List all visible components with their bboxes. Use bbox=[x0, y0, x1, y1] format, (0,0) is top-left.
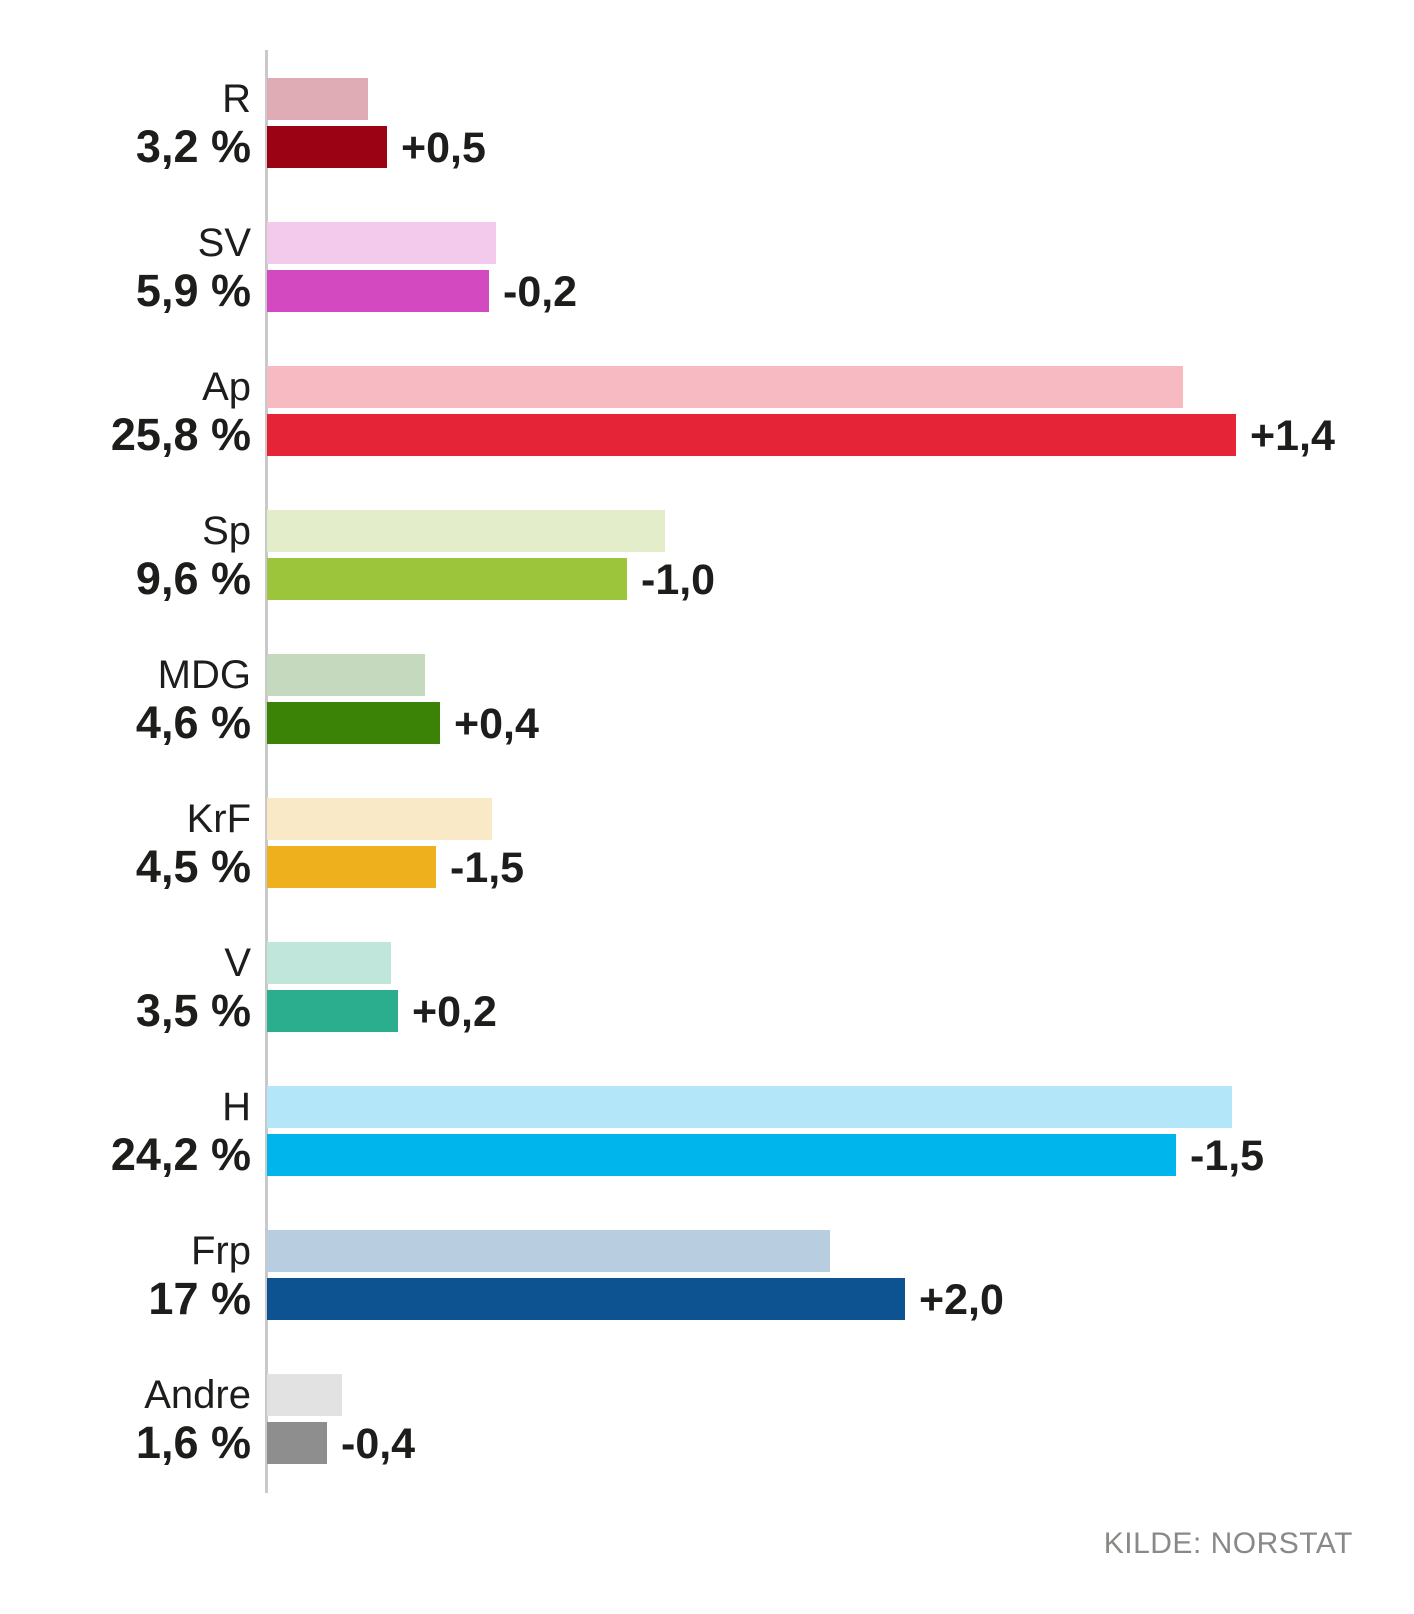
change-label: -0,4 bbox=[341, 1420, 416, 1468]
axis-baseline bbox=[265, 50, 268, 1493]
party-label: H bbox=[222, 1085, 251, 1129]
change-label: -0,2 bbox=[503, 268, 578, 316]
value-label: 5,9 % bbox=[135, 265, 251, 316]
bar-previous bbox=[267, 366, 1183, 408]
change-label: +2,0 bbox=[919, 1276, 1004, 1324]
change-label: -1,0 bbox=[641, 556, 716, 604]
value-label: 17 % bbox=[148, 1273, 251, 1324]
bar-previous bbox=[267, 222, 496, 264]
bar-current bbox=[267, 1422, 327, 1464]
bar-previous bbox=[267, 798, 492, 840]
party-label: R bbox=[222, 77, 251, 121]
bar-current bbox=[267, 702, 440, 744]
bar-current bbox=[267, 414, 1236, 456]
value-label: 3,2 % bbox=[135, 121, 251, 172]
change-label: -1,5 bbox=[1190, 1132, 1265, 1180]
bar-previous bbox=[267, 78, 368, 120]
bar-current bbox=[267, 270, 489, 312]
value-label: 1,6 % bbox=[135, 1417, 251, 1468]
bar-current bbox=[267, 846, 436, 888]
party-label: KrF bbox=[186, 797, 251, 841]
value-label: 4,6 % bbox=[135, 697, 251, 748]
bar-current bbox=[267, 1134, 1176, 1176]
party-label: Ap bbox=[202, 365, 251, 409]
party-label: SV bbox=[197, 221, 251, 265]
bar-previous bbox=[267, 1230, 830, 1272]
value-label: 3,5 % bbox=[135, 985, 251, 1036]
value-label: 4,5 % bbox=[135, 841, 251, 892]
bar-previous bbox=[267, 654, 425, 696]
party-label: V bbox=[224, 941, 251, 985]
bar-previous bbox=[267, 1374, 342, 1416]
bar-previous bbox=[267, 510, 665, 552]
change-label: -1,5 bbox=[450, 844, 525, 892]
bar-previous bbox=[267, 1086, 1232, 1128]
party-label: MDG bbox=[157, 653, 251, 697]
value-label: 9,6 % bbox=[135, 553, 251, 604]
change-label: +0,5 bbox=[401, 124, 486, 172]
bar-current bbox=[267, 126, 387, 168]
value-label: 24,2 % bbox=[110, 1129, 251, 1180]
change-label: +0,2 bbox=[412, 988, 497, 1036]
change-label: +0,4 bbox=[454, 700, 539, 748]
bar-current bbox=[267, 1278, 905, 1320]
party-label: Andre bbox=[144, 1373, 251, 1417]
party-label: Frp bbox=[191, 1229, 251, 1273]
change-label: +1,4 bbox=[1250, 412, 1335, 460]
source-label: KILDE: NORSTAT bbox=[1103, 1527, 1353, 1560]
bar-previous bbox=[267, 942, 391, 984]
value-label: 25,8 % bbox=[110, 409, 251, 460]
bar-current bbox=[267, 990, 398, 1032]
bar-current bbox=[267, 558, 627, 600]
party-label: Sp bbox=[202, 509, 251, 553]
